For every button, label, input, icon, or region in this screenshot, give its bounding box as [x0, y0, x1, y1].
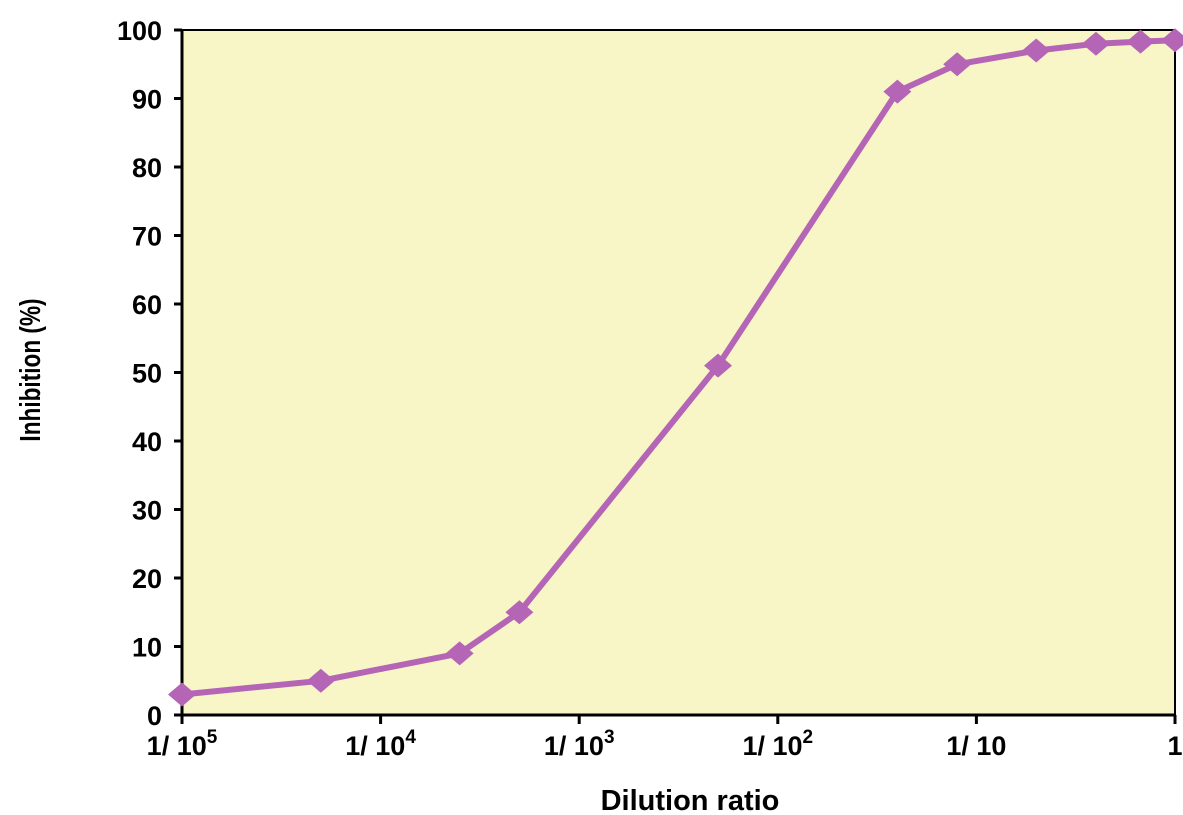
- series-layer: [168, 28, 1183, 707]
- data-point: [1126, 29, 1155, 54]
- data-point: [883, 79, 912, 104]
- x-tick-label: 1/ 103: [544, 727, 615, 761]
- y-tick-label: 90: [132, 85, 162, 115]
- x-tick-base: 1/ 10: [147, 731, 207, 761]
- x-tick-exponent: 2: [803, 727, 814, 748]
- x-tick-label: 1/ 10: [946, 731, 1006, 761]
- y-tick-label: 50: [132, 359, 162, 389]
- y-tick-label: 100: [117, 16, 162, 46]
- data-point: [1022, 38, 1051, 63]
- data-point: [505, 600, 534, 625]
- x-tick-label: 1/ 105: [147, 727, 218, 761]
- x-tick-base: 1/ 10: [544, 731, 604, 761]
- data-point: [943, 52, 972, 77]
- y-tick-label: 30: [132, 496, 162, 526]
- y-tick-label: 0: [147, 701, 162, 731]
- y-tick-label: 80: [132, 153, 162, 183]
- x-tick-base: 1/ 10: [946, 731, 1006, 761]
- x-tick-exponent: 3: [604, 727, 615, 748]
- y-tick-label: 10: [132, 633, 162, 663]
- data-point: [445, 641, 474, 666]
- x-axis: 1/ 105 1/ 104 1/ 103 1/ 102 1/ 10 1: [147, 713, 1183, 761]
- x-tick-base: 1: [1167, 731, 1182, 761]
- data-point: [168, 682, 196, 707]
- y-tick-label: 40: [132, 427, 162, 457]
- x-tick-label: 1/ 102: [742, 727, 813, 761]
- x-tick-base: 1/ 10: [345, 731, 405, 761]
- x-tick-label: 1/ 104: [345, 727, 416, 761]
- x-tick-exponent: 5: [207, 727, 218, 748]
- x-tick-label: 1: [1167, 731, 1182, 761]
- y-axis: 0 10 20 30 40 50 60 70 80 90 100: [117, 16, 184, 731]
- x-axis-title: Dilution ratio: [601, 785, 780, 815]
- y-tick-label: 60: [132, 290, 162, 320]
- x-tick-exponent: 4: [405, 727, 416, 748]
- y-axis-title: Inhibition (%): [13, 298, 46, 441]
- x-tick-base: 1/ 10: [742, 731, 802, 761]
- plot-area: [181, 29, 1176, 716]
- data-point: [1161, 28, 1183, 53]
- data-point: [1081, 31, 1110, 56]
- data-point: [704, 353, 733, 378]
- data-point: [306, 668, 335, 693]
- y-tick-label: 20: [132, 564, 162, 594]
- y-tick-label: 70: [132, 222, 162, 252]
